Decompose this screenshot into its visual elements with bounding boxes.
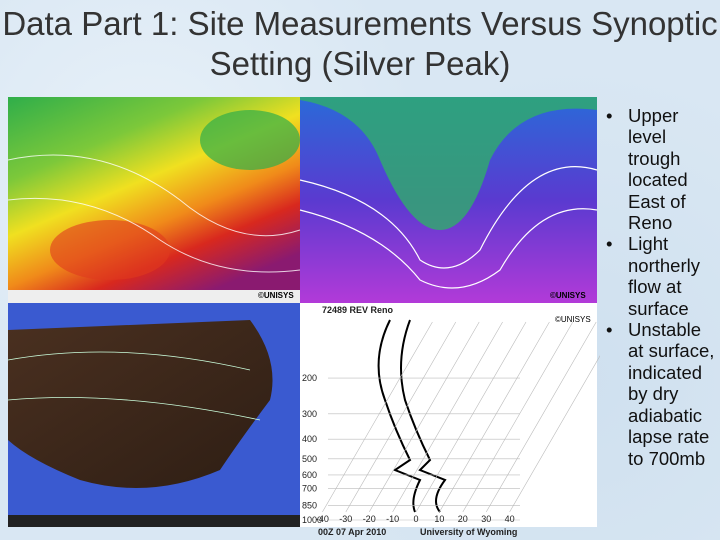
- contour: [299, 166, 598, 269]
- map-trough: [300, 97, 597, 230]
- bullet-list: Upper level trough located East of RenoL…: [603, 105, 719, 469]
- credit: ©UNISYS: [550, 291, 586, 300]
- isotherm: [345, 321, 457, 513]
- bullet-item: Unstable at surface, indicated by dry ad…: [603, 319, 718, 469]
- contour: [299, 208, 598, 289]
- map-blob: [200, 110, 300, 170]
- temperature-label: 20: [458, 514, 468, 524]
- isotherm: [485, 321, 597, 513]
- sounding-station: 72489 REV Reno: [322, 305, 394, 315]
- pressure-label: 400: [302, 434, 317, 444]
- pressure-label: 850: [302, 501, 317, 511]
- sounding-source: University of Wyoming: [420, 527, 517, 537]
- isotherm: [415, 321, 527, 513]
- sounding-time: 00Z 07 Apr 2010: [318, 527, 386, 537]
- pressure-label: 1000: [302, 515, 322, 525]
- credit: ©UNISYS: [555, 315, 591, 324]
- isotherm: [509, 355, 600, 513]
- credit: ©UNISYS: [258, 291, 294, 300]
- map-blob: [50, 220, 170, 280]
- dewpoint-profile: [377, 319, 422, 513]
- temperature-label: -20: [363, 514, 376, 524]
- isotherm: [322, 321, 433, 513]
- temperature-label: -10: [386, 514, 399, 524]
- contour: [7, 197, 301, 273]
- temperature-label: -40: [316, 514, 329, 524]
- isotherm: [392, 321, 503, 513]
- temperature-label: 30: [481, 514, 491, 524]
- map-colorbar: [8, 290, 300, 303]
- pressure-label: 600: [302, 470, 317, 480]
- pressure-label: 200: [302, 373, 317, 383]
- map-land: [8, 320, 273, 488]
- pressure-label: 500: [302, 454, 317, 464]
- contour: [7, 397, 261, 421]
- map-colorbar: [8, 515, 300, 527]
- pressure-label: 300: [302, 409, 317, 419]
- isotherm: [462, 321, 574, 513]
- temperature-label: -30: [339, 514, 352, 524]
- contour: [7, 351, 251, 371]
- bullet-item: Light northerly flow at surface: [603, 233, 718, 319]
- pressure-label: 700: [302, 484, 317, 494]
- temperature-label: 10: [434, 514, 444, 524]
- temperature-profile: [400, 319, 447, 513]
- maps: ©UNISYS ©UNISYS 72489 REV Reno 00Z 07 Ap…: [7, 97, 600, 537]
- temperature-label: 0: [413, 514, 418, 524]
- isotherm: [439, 321, 550, 513]
- slide-title: Data Part 1: Site Measurements Versus Sy…: [2, 5, 718, 82]
- bullet-item: Upper level trough located East of Reno: [603, 105, 718, 233]
- contour: [7, 154, 301, 237]
- isotherm: [368, 321, 480, 513]
- temperature-label: 40: [505, 514, 515, 524]
